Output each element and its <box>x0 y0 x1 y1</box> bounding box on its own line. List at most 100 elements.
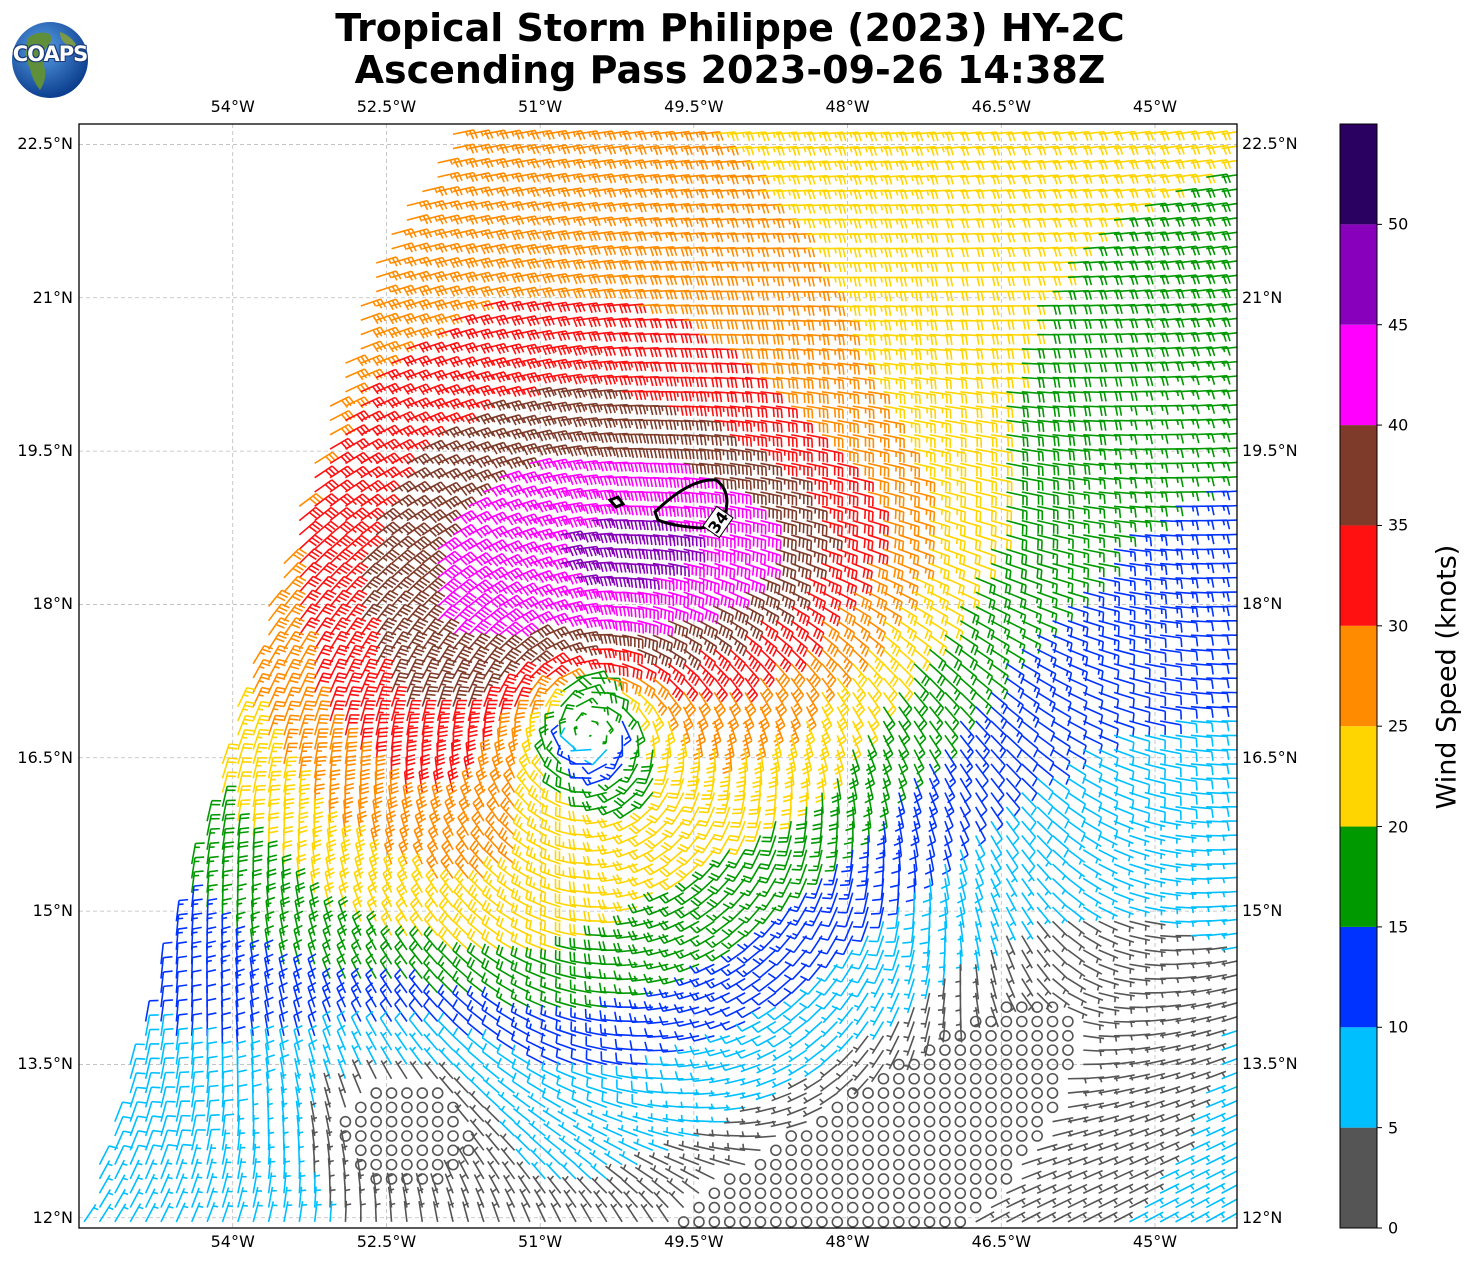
wind-barb <box>862 1115 874 1128</box>
wind-barb <box>790 548 812 566</box>
wind-barb <box>1015 1001 1028 1014</box>
wind-barb <box>1236 705 1237 707</box>
wind-barb <box>1036 935 1051 954</box>
wind-barb <box>1052 534 1074 549</box>
wind-barb <box>1098 863 1118 877</box>
wind-barb <box>1236 734 1237 736</box>
wind-barb <box>499 158 525 169</box>
wind-barb <box>633 1151 654 1166</box>
wind-barb <box>545 172 571 184</box>
wind-barb <box>1051 877 1069 895</box>
wind-barb <box>954 1158 967 1171</box>
wind-barb <box>355 1115 367 1128</box>
wind-barb <box>990 820 1003 847</box>
wind-barb <box>1006 433 1029 448</box>
wind-barb <box>787 1063 808 1076</box>
wind-barb <box>954 1115 967 1128</box>
wind-barb <box>598 968 623 980</box>
wind-barb <box>1052 977 1070 995</box>
wind-barb <box>643 987 669 998</box>
wind-barb <box>1236 677 1237 679</box>
wind-barb <box>431 1144 444 1157</box>
wind-barb <box>408 1011 423 1037</box>
wind-barb <box>249 968 260 994</box>
wind-barb <box>575 187 601 198</box>
wind-barb <box>1098 577 1121 592</box>
wind-barb <box>1236 276 1237 278</box>
wind-barb <box>572 1122 592 1137</box>
wind-barb <box>606 720 614 735</box>
wind-barb <box>144 1173 158 1194</box>
wind-barb <box>704 949 731 962</box>
wind-barb <box>985 1158 997 1171</box>
wind-barb <box>1067 577 1089 593</box>
wind-barb <box>760 548 782 565</box>
wind-barb <box>1236 391 1237 392</box>
wind-barb <box>744 491 767 506</box>
wind-barb <box>990 835 1003 861</box>
wind-barb <box>1052 519 1075 535</box>
wind-barb <box>560 655 587 667</box>
wind-barb <box>785 1144 798 1157</box>
wind-barb <box>898 405 921 419</box>
wind-barb <box>760 562 782 580</box>
wind-barb <box>283 700 301 722</box>
wind-barb <box>698 591 720 609</box>
wind-barb <box>643 1000 669 1011</box>
wind-barb <box>591 144 617 155</box>
wind-barb <box>969 1158 982 1171</box>
wind-barb <box>1006 419 1029 433</box>
wind-barb <box>960 534 982 551</box>
wind-barb <box>852 491 874 507</box>
wind-barb <box>468 228 494 240</box>
wind-barb <box>836 1020 854 1039</box>
wind-barb <box>760 448 783 462</box>
wind-barb <box>1098 891 1118 906</box>
wind-barb <box>499 797 516 822</box>
wind-barb <box>886 1035 900 1056</box>
wind-barb <box>545 187 571 198</box>
wind-barb <box>898 491 920 507</box>
wind-barb <box>452 129 479 140</box>
wind-barb <box>206 997 217 1022</box>
wind-barb <box>452 214 479 225</box>
wind-barb <box>1000 1130 1013 1142</box>
wind-barb <box>514 229 540 241</box>
wind-barb <box>846 1115 859 1128</box>
wind-barb <box>754 1187 767 1200</box>
wind-barb <box>759 634 778 657</box>
wind-barb <box>723 1216 736 1228</box>
wind-barb <box>539 934 561 951</box>
wind-barb <box>898 476 920 493</box>
wind-barb <box>985 1101 997 1114</box>
wind-barb <box>206 1099 220 1122</box>
wind-barb <box>929 519 951 536</box>
wind-barb <box>1098 591 1120 607</box>
wind-barb <box>719 1048 746 1058</box>
wind-barb <box>160 1086 176 1108</box>
wind-barb <box>431 1158 444 1171</box>
wind-barb <box>954 1173 967 1185</box>
wind-barb <box>360 658 380 679</box>
wind-barb <box>877 1216 890 1228</box>
wind-barb <box>1175 677 1199 690</box>
wind-barb <box>806 863 823 886</box>
wind-barb <box>985 1015 997 1028</box>
wind-barb <box>314 465 340 479</box>
wind-barb <box>928 720 943 746</box>
wind-barb <box>1098 1006 1120 1016</box>
wind-barb <box>969 1030 982 1042</box>
wind-barb <box>1036 562 1059 579</box>
wind-barb <box>677 1101 700 1109</box>
wind-barb <box>693 1201 705 1214</box>
wind-barb <box>853 906 869 929</box>
wind-barb <box>267 686 287 707</box>
wind-barb <box>1236 176 1237 178</box>
wind-barb <box>560 201 586 212</box>
wind-barb <box>468 157 494 169</box>
wind-barb <box>803 1092 823 1105</box>
wind-barb <box>760 505 782 521</box>
wind-barb <box>804 1049 823 1064</box>
wind-barb <box>1236 720 1237 721</box>
wind-barb <box>431 1115 444 1128</box>
